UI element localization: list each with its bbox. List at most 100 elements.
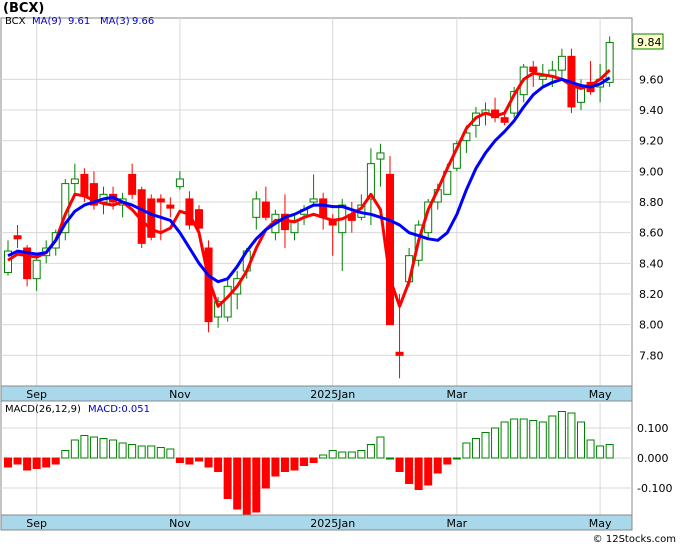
macd-legend-value: MACD:0.051 <box>88 404 150 415</box>
price-y-tick-label: 8.20 <box>639 288 664 301</box>
price-x-axis: SepNov2025JanMarMayJul <box>26 388 612 401</box>
candle-body <box>70 178 79 185</box>
candle-body <box>80 173 89 197</box>
price-y-axis: 7.80 8.00 8.20 8.40 8.60 8.80 9.00 9.20 9.40 9.60 <box>639 73 664 362</box>
macd-bar <box>586 439 595 459</box>
candle-body <box>32 259 41 280</box>
moving-average-lines <box>7 69 611 308</box>
candle-body <box>500 117 509 123</box>
price-y-tick-label: 9.60 <box>639 73 664 86</box>
candle-body <box>13 235 22 240</box>
macd-bar <box>319 454 328 459</box>
candle-body <box>252 198 261 218</box>
ma3-line <box>7 69 611 308</box>
price-y-tick-label: 9.00 <box>639 165 664 178</box>
macd-bar <box>147 445 156 459</box>
macd-bar <box>137 445 146 459</box>
macd-bar <box>357 450 366 459</box>
macd-bar <box>605 444 614 459</box>
macd-bar <box>223 457 232 499</box>
ma9-line <box>7 76 611 284</box>
macd-bar <box>214 457 223 472</box>
macd-bar <box>4 457 12 468</box>
macd-bar <box>261 457 270 489</box>
macd-bar <box>204 457 213 468</box>
macd-x-tick-label: May <box>589 517 612 530</box>
candle-body <box>319 198 328 218</box>
macd-y-tick-label: 0.000 <box>637 452 669 465</box>
last-price-label: 9.84 <box>637 36 662 49</box>
macd-bar <box>99 438 108 459</box>
macd-bar <box>13 457 22 465</box>
legend-ma3-value: 9.66 <box>132 16 154 27</box>
candle-body <box>386 173 394 326</box>
price-x-tick-label: Mar <box>446 388 467 401</box>
macd-bar <box>252 457 261 513</box>
candle-body <box>605 42 614 83</box>
macd-bar <box>414 457 423 490</box>
candle-body <box>128 173 137 195</box>
last-price-box <box>632 33 664 50</box>
macd-bar <box>233 457 242 510</box>
price-y-tick-label: 8.40 <box>639 257 664 270</box>
price-x-tick-label: Sep <box>26 388 47 401</box>
candle-body <box>89 183 98 206</box>
candle-body <box>538 75 547 80</box>
macd-bar <box>70 439 79 459</box>
macd-bar <box>328 450 337 459</box>
macd-bar <box>500 421 509 459</box>
price-x-tick-label: May <box>589 388 612 401</box>
candle-body <box>366 163 375 200</box>
macd-bar <box>347 451 356 459</box>
macd-bar <box>433 457 442 474</box>
macd-x-axis-band <box>0 514 633 531</box>
macd-bar <box>32 457 41 469</box>
candle-body <box>223 285 232 318</box>
macd-y-tick-label: -0.100 <box>637 482 672 495</box>
macd-bar <box>89 436 98 459</box>
macd-x-axis: SepNov2025JanMarMayJul <box>26 517 612 530</box>
candle-body <box>166 204 175 209</box>
legend-ma9-value: 9.61 <box>68 16 90 27</box>
legend-ma3-label: MA(3) <box>100 16 130 27</box>
macd-bar <box>471 438 480 459</box>
candle-body <box>147 198 156 238</box>
macd-bar <box>443 457 452 465</box>
candle-body <box>214 301 223 318</box>
macd-bar <box>462 442 471 459</box>
macd-bar <box>510 418 519 459</box>
macd-bar <box>491 427 500 459</box>
macd-bar <box>596 445 605 459</box>
candle-body <box>261 201 270 218</box>
macd-bar <box>567 412 576 459</box>
macd-bar <box>242 457 251 516</box>
macd-bar <box>42 457 51 468</box>
macd-bar <box>405 457 414 484</box>
price-y-tick-label: 9.20 <box>639 135 664 148</box>
macd-x-tick-label: Mar <box>446 517 467 530</box>
macd-bar <box>290 457 299 471</box>
macd-bar <box>395 457 404 472</box>
macd-bar <box>481 432 490 459</box>
macd-bar <box>156 447 165 459</box>
price-y-tick-label: 8.60 <box>639 227 664 240</box>
macd-y-axis: 0.100 0.000 -0.100 <box>637 422 672 495</box>
price-y-tick-label: 8.00 <box>639 319 664 332</box>
candle-body <box>156 198 165 203</box>
macd-bar <box>300 457 309 466</box>
macd-bar <box>577 421 585 459</box>
macd-bar <box>529 420 538 459</box>
price-y-tick-label: 7.80 <box>639 349 664 362</box>
macd-bar <box>51 457 60 465</box>
price-y-tick-label: 8.80 <box>639 196 664 209</box>
watermark: © 12Stocks.com <box>593 534 676 545</box>
macd-bar <box>23 457 32 471</box>
macd-histogram <box>4 411 614 516</box>
macd-bar <box>280 457 289 472</box>
macd-bar <box>128 444 137 459</box>
legend-symbol: BCX <box>5 16 26 27</box>
macd-bar <box>376 436 385 459</box>
candle-body <box>395 351 404 356</box>
macd-bar <box>424 457 433 486</box>
